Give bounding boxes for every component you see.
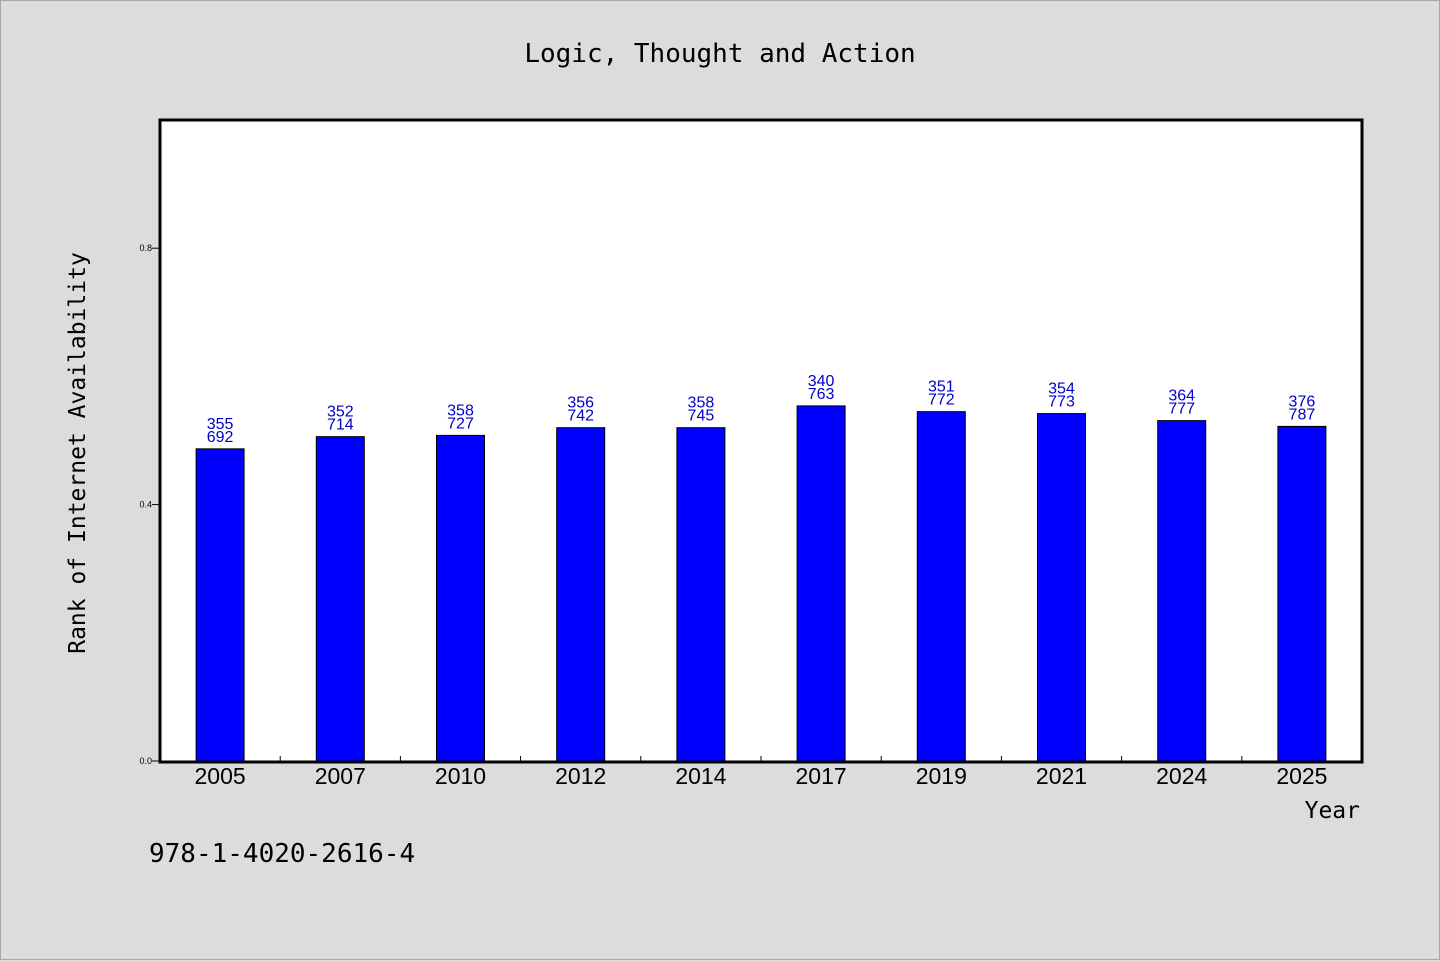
bar-2007 [315,436,365,762]
data-label-top: 376 [1289,393,1316,410]
data-label-bottom: 777 [1168,401,1195,418]
data-label-bottom: 763 [808,386,835,403]
x-tick-label: 2019 [916,763,967,789]
x-tick-label: 2017 [796,763,847,789]
bar-2019 [916,411,966,762]
data-label-top: 352 [327,404,354,421]
x-tick-label: 2010 [435,763,486,789]
x-axis-ticks: 2005 2007 2010 2012 2014 2017 2019 2021 2024 2025 [195,756,1327,789]
y-tick-label: 0.8 [139,243,152,253]
bar-2017 [796,405,846,762]
x-axis-label: Year [1305,798,1360,824]
x-tick-label: 2007 [315,763,366,789]
data-label-bottom: 787 [1289,406,1316,423]
data-label-bottom: 692 [207,429,234,446]
bars-group [195,405,1327,762]
data-label-top: 351 [928,379,955,396]
y-tick-label: 0.4 [139,500,152,510]
y-axis-label: Rank of Internet Availability [65,252,91,654]
data-label-top: 354 [1048,381,1075,398]
plot-border [158,118,1364,764]
data-label-bottom: 742 [567,408,594,425]
data-label-bottom: 727 [447,415,474,432]
bar-2005 [195,448,245,762]
data-label-top: 355 [207,416,234,433]
data-label-top: 356 [567,395,594,412]
x-tick-label: 2005 [195,763,246,789]
data-label-top: 364 [1168,388,1195,405]
data-label-bottom: 745 [688,408,715,425]
data-label-bottom: 772 [928,392,955,409]
bar-2012 [556,427,606,762]
data-label-top: 340 [808,373,835,390]
x-tick-label: 2025 [1276,763,1327,789]
x-tick-label: 2021 [1036,763,1087,789]
isbn-text: 978-1-4020-2616-4 [149,839,415,869]
x-tick-label: 2024 [1156,763,1207,789]
data-label-top: 358 [447,402,474,419]
x-tick-label: 2012 [555,763,606,789]
bar-2021 [1037,413,1086,762]
bar-2024 [1157,420,1207,762]
x-tick-label: 2014 [675,763,726,789]
data-label-bottom: 714 [327,417,354,434]
bar-2014 [676,427,726,762]
bar-2010 [436,434,485,762]
bar-2025 [1277,425,1327,762]
y-axis-ticks: 0.0 0.4 0.8 [139,243,160,766]
chart-title: Logic, Thought and Action [524,39,915,69]
data-label-top: 358 [688,395,715,412]
data-label-bottom: 773 [1048,394,1075,411]
y-tick-label: 0.0 [139,756,152,766]
